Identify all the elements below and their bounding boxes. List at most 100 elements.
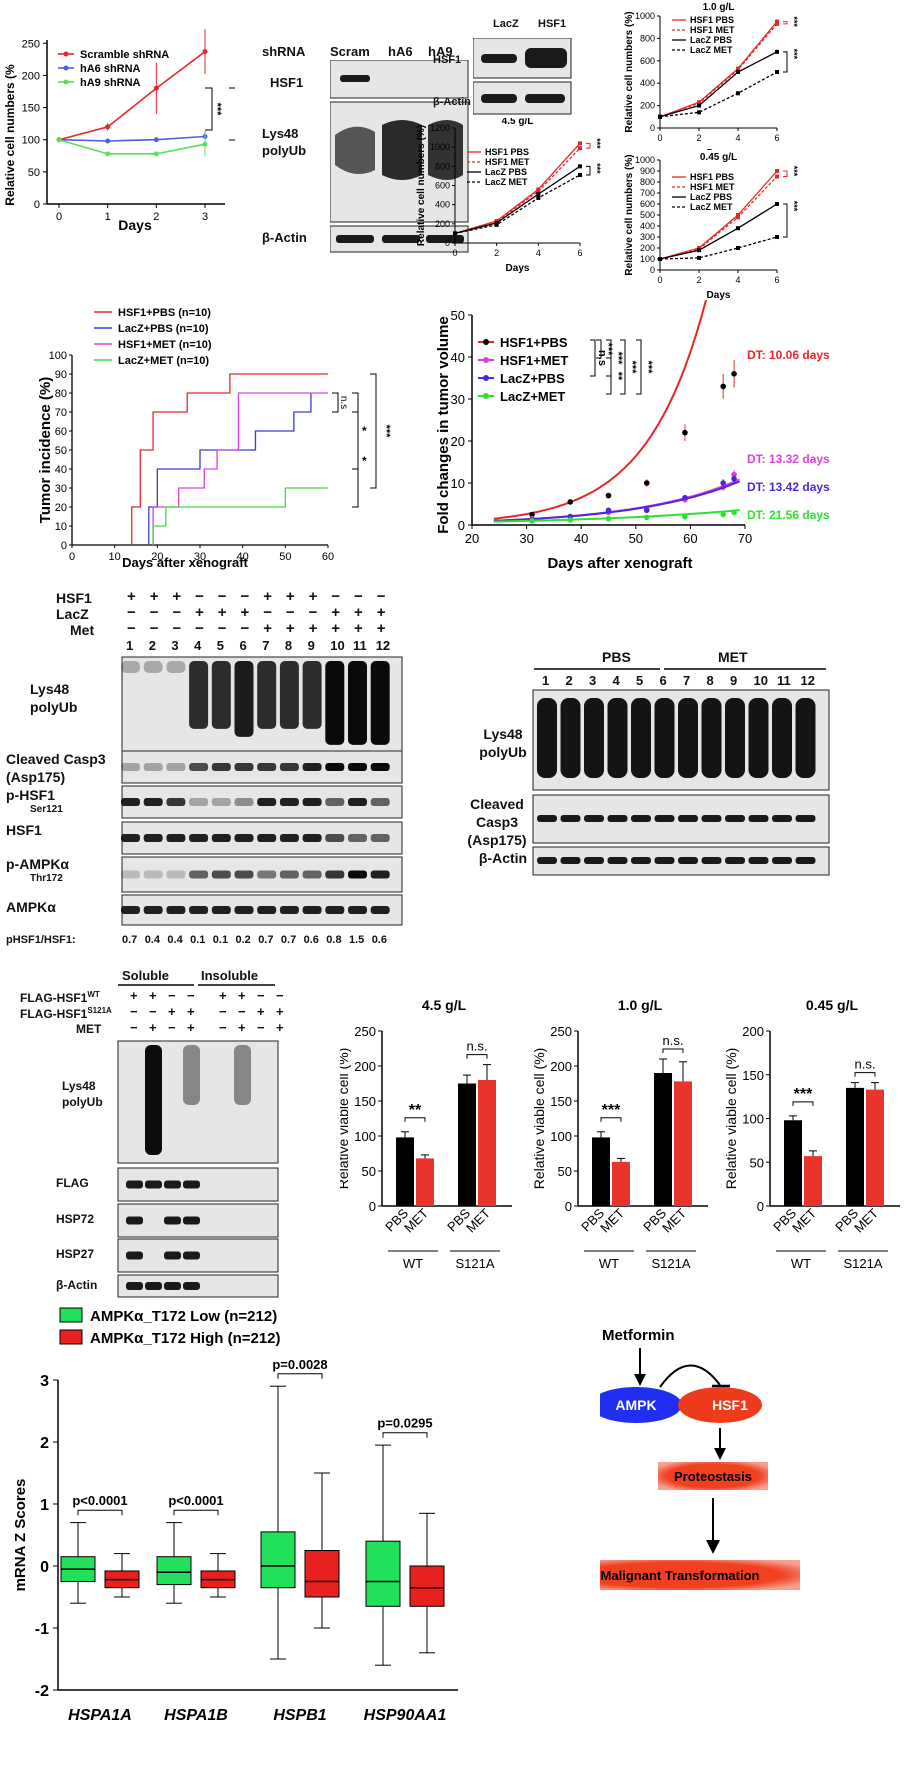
panelB-chart-title: 0.45 g/L bbox=[700, 152, 737, 163]
panelD-point bbox=[643, 480, 650, 486]
panelE-band bbox=[325, 834, 345, 842]
panelE-band bbox=[279, 870, 299, 879]
panelE-band bbox=[121, 870, 140, 879]
panelE-lane-number: 9 bbox=[307, 638, 315, 653]
panelH-group-label: WT bbox=[403, 1256, 423, 1271]
panelF-lane-number: 5 bbox=[636, 673, 644, 688]
panelF-lane-number: 3 bbox=[589, 673, 597, 688]
panelB-point bbox=[697, 255, 701, 260]
panelB-ytick-label: 800 bbox=[640, 177, 655, 187]
panelG-blot-strip bbox=[117, 1238, 279, 1273]
panelD-xtick-label: 50 bbox=[629, 531, 643, 546]
panelE-band bbox=[279, 834, 299, 842]
panelB-point bbox=[578, 164, 582, 169]
panelE-condition-mark: − bbox=[285, 604, 295, 621]
panelH-bar bbox=[612, 1161, 630, 1206]
panelF-band bbox=[560, 857, 581, 864]
panelB-sig-label: *** bbox=[789, 166, 799, 177]
panelG-row-label: FLAG bbox=[56, 1175, 89, 1191]
panelE-condition-mark: + bbox=[331, 620, 341, 637]
panelG-row-label: HSP72 bbox=[56, 1211, 94, 1227]
panelG-row-label: HSP27 bbox=[56, 1246, 94, 1262]
panelE-condition-mark: − bbox=[127, 604, 136, 621]
panelC-legend-label: LacZ+MET (n=10) bbox=[118, 355, 209, 367]
panelF-band bbox=[584, 698, 604, 778]
panelG-condition-mark: + bbox=[187, 1004, 195, 1019]
panelE-condition-mark: + bbox=[285, 588, 295, 605]
panelE-lane-number: 7 bbox=[262, 638, 270, 653]
panelE-row-label: Lys48 polyUb bbox=[30, 680, 77, 716]
panelI-pvalue: p=0.0295 bbox=[377, 1416, 432, 1431]
panelE-band bbox=[234, 661, 254, 737]
panelA-point bbox=[202, 141, 208, 147]
panelE-band bbox=[143, 798, 163, 806]
panelD-doubling-time: DT: 10.06 days bbox=[747, 348, 830, 362]
panelG-condition-label: FLAG-HSF1S121A bbox=[20, 1006, 112, 1021]
panelE-ratio-value: 0.2 bbox=[235, 934, 251, 946]
panelE-row-label: Cleaved Casp3 (Asp175) bbox=[6, 750, 106, 786]
panelD-sig-label: n.s bbox=[596, 350, 608, 366]
panelA-lane-0: Scram bbox=[330, 44, 370, 59]
panelE-band bbox=[143, 763, 163, 771]
panelE-condition-mark: + bbox=[376, 604, 386, 621]
panelE-lane-number: 10 bbox=[330, 638, 345, 653]
panelD-point bbox=[682, 429, 688, 436]
panelH-category-label: MET bbox=[401, 1205, 431, 1235]
panelG-band bbox=[126, 1282, 143, 1290]
panelH-ytick-label: 250 bbox=[354, 1024, 376, 1039]
panelE-row-name: AMPKα bbox=[6, 899, 56, 915]
panelE-lane-number: 4 bbox=[194, 638, 202, 653]
panelH-ytick-label: 100 bbox=[550, 1129, 572, 1144]
panelE-band bbox=[348, 661, 367, 745]
panelI-box bbox=[409, 1565, 445, 1607]
panelD-legend-label: LacZ+MET bbox=[500, 389, 565, 404]
panelI-legend-swatch bbox=[59, 1329, 83, 1345]
panelE-band bbox=[370, 763, 390, 771]
panelF-row-label: Cleaved Casp3 (Asp175) bbox=[462, 795, 532, 849]
panelA-xtick-label: 0 bbox=[56, 211, 62, 223]
panelE-band bbox=[348, 834, 367, 842]
panelH-bar bbox=[416, 1158, 434, 1206]
panelH-ytick-label: 100 bbox=[354, 1129, 376, 1144]
panelE-condition-mark: + bbox=[263, 620, 272, 637]
panelE-band bbox=[279, 661, 299, 729]
panelH-sig-label: n.s. bbox=[467, 1039, 488, 1054]
panelG-row-name2: polyUb bbox=[62, 1095, 103, 1109]
panelB-ylabel: Relative cell numbers (%) bbox=[624, 154, 635, 275]
panelB-xtick-label: 0 bbox=[452, 248, 457, 258]
panelG-condition-name: FLAG-HSF1 bbox=[20, 991, 88, 1005]
panelA-row-actin: β-Actin bbox=[262, 230, 307, 245]
panelB-sig-bracket bbox=[783, 21, 788, 25]
panelD-ytick-label: 10 bbox=[451, 476, 465, 491]
panelE-band bbox=[143, 906, 163, 914]
panelC-xtick-label: 30 bbox=[194, 551, 206, 563]
panelB-sig-bracket bbox=[783, 203, 788, 238]
panelE-band bbox=[166, 870, 186, 879]
panelG-blot-image bbox=[117, 984, 279, 1298]
panelD-xlabel: Days after xenograft bbox=[547, 555, 692, 572]
panelD-fit-curve bbox=[493, 480, 740, 522]
panelC-ytick-label: 60 bbox=[55, 426, 67, 438]
panelB-point bbox=[736, 215, 740, 220]
panelH-bar bbox=[396, 1137, 414, 1206]
panelD-ytick-label: 30 bbox=[451, 392, 465, 407]
panelA-ytick-label: 0 bbox=[34, 199, 40, 211]
panelD-point bbox=[720, 383, 726, 390]
panelG-condition-mark: + bbox=[276, 1004, 284, 1019]
panelD-xtick-label: 20 bbox=[465, 531, 479, 546]
panelE-band bbox=[211, 834, 231, 842]
panelB-point bbox=[775, 19, 779, 24]
panelF-band bbox=[748, 857, 769, 864]
panelE-row-name2: polyUb bbox=[30, 699, 78, 715]
panelB-point bbox=[775, 49, 779, 54]
panelF-band bbox=[772, 815, 792, 822]
panelA-legend-label: hA9 shRNA bbox=[80, 77, 141, 89]
panelE-condition-mark: − bbox=[376, 588, 386, 605]
panelB-sig-bracket bbox=[586, 165, 591, 176]
panelE-condition-mark: − bbox=[331, 588, 341, 605]
panelA-point bbox=[105, 124, 111, 130]
ampk-node bbox=[600, 1387, 682, 1423]
panelG-condition-mark: + bbox=[187, 1020, 195, 1035]
hsf1-label: HSF1 bbox=[712, 1397, 748, 1413]
